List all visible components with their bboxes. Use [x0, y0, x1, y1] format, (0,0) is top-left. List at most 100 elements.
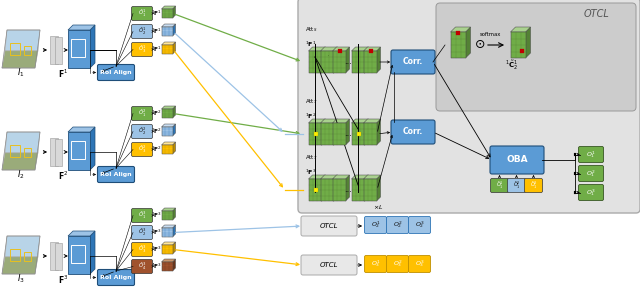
Polygon shape [511, 27, 531, 32]
Polygon shape [5, 132, 40, 153]
Text: softmax: softmax [479, 33, 500, 37]
Bar [451, 32, 465, 58]
FancyBboxPatch shape [97, 270, 134, 286]
Text: $^1\mathbf{F}^3$: $^1\mathbf{F}^3$ [305, 167, 317, 177]
Text: $\times L$: $\times L$ [373, 203, 383, 211]
Bar [364, 179, 376, 201]
Text: $\hat{O}_3^3$: $\hat{O}_3^3$ [138, 244, 146, 255]
FancyBboxPatch shape [301, 255, 357, 275]
Polygon shape [173, 6, 175, 18]
Bar [511, 32, 525, 58]
Polygon shape [365, 175, 369, 201]
Text: RoI Align: RoI Align [100, 70, 132, 75]
Bar [10, 43, 20, 55]
Bar [161, 262, 173, 271]
Text: $I_3$: $I_3$ [17, 273, 25, 285]
Polygon shape [161, 24, 175, 27]
Polygon shape [364, 175, 381, 179]
Text: $\mathbf{F}^3$: $\mathbf{F}^3$ [58, 274, 68, 286]
Bar [68, 30, 90, 68]
Polygon shape [333, 175, 337, 201]
Polygon shape [346, 175, 349, 201]
Polygon shape [161, 6, 175, 9]
FancyBboxPatch shape [391, 120, 435, 144]
Bar [314, 132, 318, 136]
FancyBboxPatch shape [408, 255, 431, 273]
Polygon shape [351, 47, 369, 51]
FancyBboxPatch shape [387, 216, 408, 234]
FancyBboxPatch shape [365, 216, 387, 234]
Text: OTCL: OTCL [583, 9, 609, 19]
Text: $^1\mathbf{F}^1$: $^1\mathbf{F}^1$ [152, 9, 163, 18]
Bar [574, 191, 576, 194]
Polygon shape [321, 175, 326, 201]
Bar [55, 243, 62, 270]
Polygon shape [68, 127, 95, 132]
Text: RoI Align: RoI Align [100, 275, 132, 280]
Text: $O_1^3$: $O_1^3$ [586, 187, 596, 198]
Text: $^2\mathbf{F}^1$: $^2\mathbf{F}^1$ [152, 27, 163, 36]
Text: $\hat{O}_2^2$: $\hat{O}_2^2$ [138, 126, 146, 137]
Bar [314, 188, 318, 192]
Bar [161, 27, 173, 36]
Text: ${}^1\tilde{\mathbf{C}}^1_2$: ${}^1\tilde{\mathbf{C}}^1_2$ [506, 58, 518, 72]
FancyBboxPatch shape [301, 216, 357, 236]
FancyBboxPatch shape [131, 107, 152, 121]
Bar [161, 45, 173, 54]
Bar [321, 123, 333, 145]
FancyBboxPatch shape [579, 165, 604, 181]
Polygon shape [90, 231, 95, 274]
Text: $^3\mathbf{F}^2$: $^3\mathbf{F}^2$ [152, 145, 163, 154]
FancyBboxPatch shape [131, 226, 152, 239]
Bar [364, 123, 376, 145]
Text: $^1\mathbf{F}^2$: $^1\mathbf{F}^2$ [305, 111, 317, 121]
Text: Corr.: Corr. [403, 57, 423, 67]
Text: ...: ... [344, 57, 352, 67]
Bar [71, 141, 85, 159]
Bar [24, 46, 31, 55]
Bar [68, 132, 90, 170]
Polygon shape [161, 106, 175, 109]
Polygon shape [351, 175, 369, 179]
Bar [161, 245, 173, 254]
Polygon shape [376, 119, 381, 145]
Polygon shape [2, 257, 38, 274]
Text: Att$_T$: Att$_T$ [305, 154, 317, 162]
FancyBboxPatch shape [298, 0, 640, 213]
Bar [161, 127, 173, 136]
Text: Att$_T$: Att$_T$ [305, 98, 317, 107]
Polygon shape [5, 30, 40, 51]
Polygon shape [451, 27, 470, 32]
Text: $\hat{O}_1^3$: $\hat{O}_1^3$ [530, 180, 538, 191]
Text: OTCL: OTCL [320, 262, 339, 268]
Polygon shape [333, 47, 337, 73]
Text: ...: ... [344, 185, 352, 195]
FancyBboxPatch shape [579, 146, 604, 162]
Bar [364, 51, 376, 73]
Text: $O_3^2$: $O_3^2$ [393, 258, 403, 270]
Polygon shape [321, 47, 337, 51]
Polygon shape [364, 119, 381, 123]
Polygon shape [173, 225, 175, 237]
Bar [333, 51, 346, 73]
Polygon shape [90, 127, 95, 170]
Polygon shape [525, 27, 531, 58]
Polygon shape [365, 47, 369, 73]
Text: $\mathbf{F}^2$: $\mathbf{F}^2$ [58, 170, 68, 182]
Polygon shape [376, 47, 381, 73]
Bar [161, 228, 173, 237]
Bar [50, 138, 58, 166]
Polygon shape [161, 142, 175, 145]
Text: $O_2^1$: $O_2^1$ [371, 220, 380, 230]
Polygon shape [173, 142, 175, 154]
Text: Att$_S$: Att$_S$ [305, 25, 317, 34]
Bar [308, 179, 321, 201]
Bar [351, 123, 365, 145]
FancyBboxPatch shape [131, 142, 152, 157]
Text: $^4\mathbf{F}^3$: $^4\mathbf{F}^3$ [152, 262, 163, 271]
Bar [308, 123, 321, 145]
Bar [308, 51, 321, 73]
Polygon shape [173, 106, 175, 118]
Bar [369, 49, 373, 53]
Polygon shape [68, 231, 95, 236]
